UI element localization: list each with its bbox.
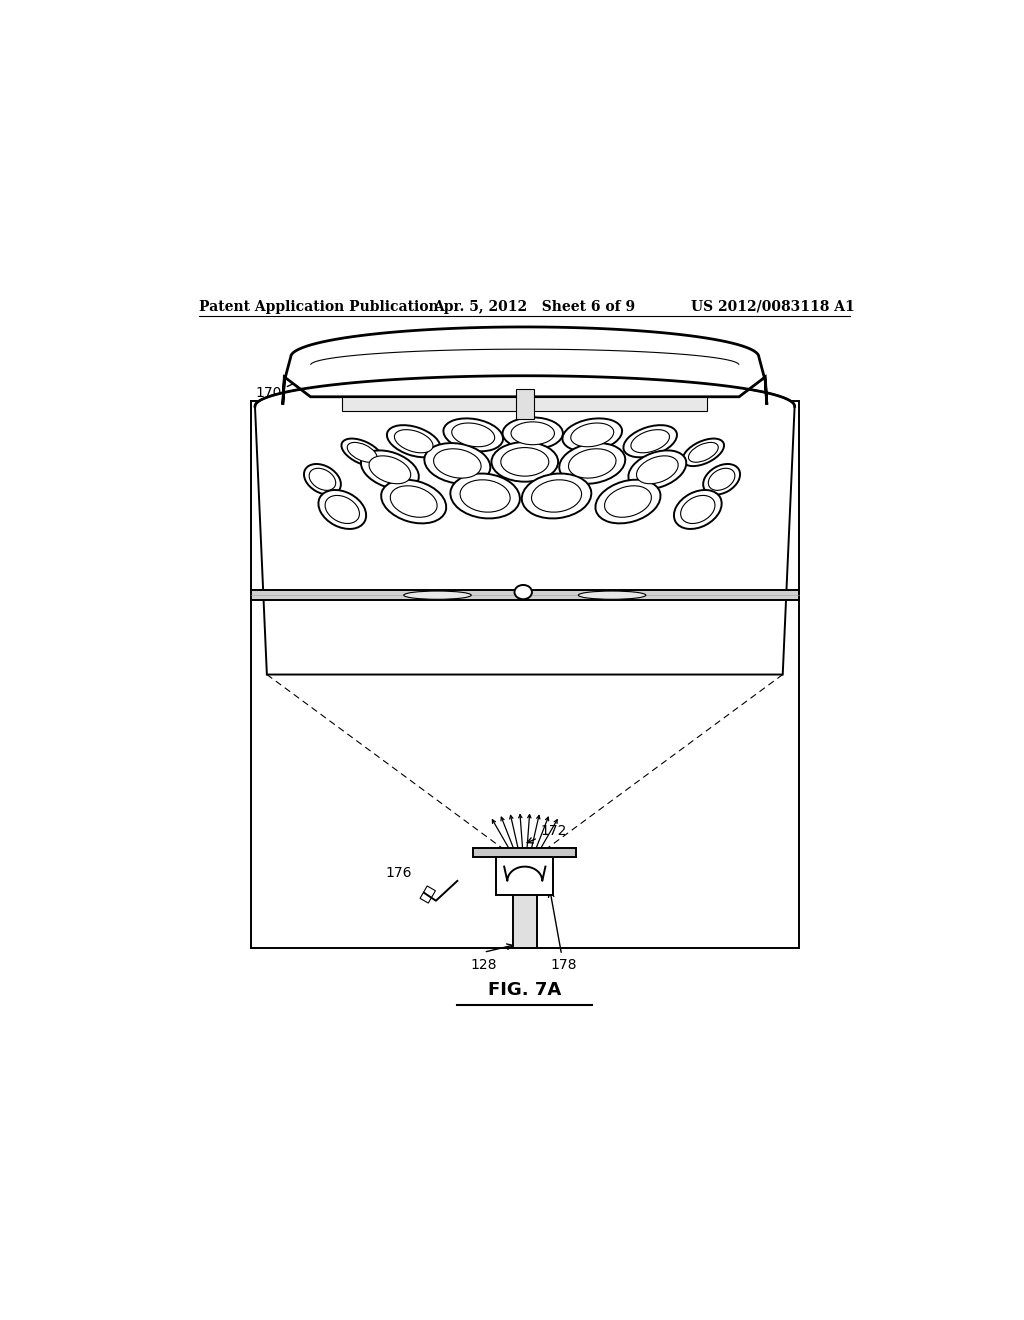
Ellipse shape [531, 479, 582, 512]
Ellipse shape [360, 450, 419, 490]
Text: 174: 174 [384, 421, 424, 442]
Ellipse shape [452, 422, 495, 446]
Ellipse shape [522, 474, 591, 519]
Ellipse shape [570, 422, 613, 446]
Ellipse shape [460, 479, 510, 512]
Bar [251, 401, 799, 948]
Ellipse shape [309, 469, 336, 490]
Ellipse shape [559, 444, 626, 484]
Ellipse shape [403, 591, 471, 599]
Ellipse shape [347, 442, 377, 462]
Bar [251, 590, 799, 601]
Ellipse shape [424, 444, 490, 484]
Ellipse shape [595, 479, 660, 524]
Text: Apr. 5, 2012   Sheet 6 of 9: Apr. 5, 2012 Sheet 6 of 9 [433, 300, 636, 314]
Text: 170: 170 [256, 375, 307, 400]
Ellipse shape [381, 479, 446, 524]
Ellipse shape [503, 417, 563, 449]
Ellipse shape [579, 591, 646, 599]
Ellipse shape [443, 418, 503, 451]
Polygon shape [255, 376, 795, 675]
Ellipse shape [683, 438, 724, 466]
Ellipse shape [703, 465, 740, 495]
Bar [420, 886, 435, 903]
Ellipse shape [629, 450, 686, 490]
Ellipse shape [318, 490, 367, 529]
Text: 178: 178 [549, 891, 577, 972]
Text: 126: 126 [534, 570, 573, 589]
Text: US 2012/0083118 A1: US 2012/0083118 A1 [691, 300, 855, 314]
Ellipse shape [387, 425, 440, 457]
Text: 128: 128 [470, 958, 497, 972]
Ellipse shape [674, 490, 722, 529]
Ellipse shape [688, 442, 718, 462]
Ellipse shape [709, 469, 735, 490]
Ellipse shape [451, 474, 520, 519]
Ellipse shape [681, 495, 715, 524]
Bar [342, 397, 708, 411]
Text: Patent Application Publication: Patent Application Publication [200, 300, 439, 314]
Text: 172: 172 [527, 824, 567, 843]
Ellipse shape [394, 429, 433, 453]
Ellipse shape [568, 449, 616, 478]
Ellipse shape [325, 495, 359, 524]
Bar [513, 857, 537, 948]
Ellipse shape [492, 442, 558, 482]
Ellipse shape [514, 585, 531, 599]
Text: 176: 176 [386, 866, 412, 880]
Polygon shape [283, 327, 767, 405]
Bar [497, 857, 553, 895]
Ellipse shape [390, 486, 437, 517]
Ellipse shape [501, 447, 549, 477]
Bar [473, 847, 577, 857]
Ellipse shape [433, 449, 481, 478]
Text: 124: 124 [712, 447, 756, 469]
Ellipse shape [631, 429, 670, 453]
Bar [516, 389, 534, 418]
Text: FIG. 7A: FIG. 7A [488, 981, 561, 999]
Ellipse shape [304, 465, 341, 495]
Ellipse shape [341, 438, 383, 466]
Ellipse shape [511, 422, 554, 445]
Ellipse shape [369, 455, 411, 483]
Ellipse shape [604, 486, 651, 517]
Ellipse shape [562, 418, 623, 451]
Ellipse shape [624, 425, 677, 457]
Ellipse shape [637, 455, 678, 483]
